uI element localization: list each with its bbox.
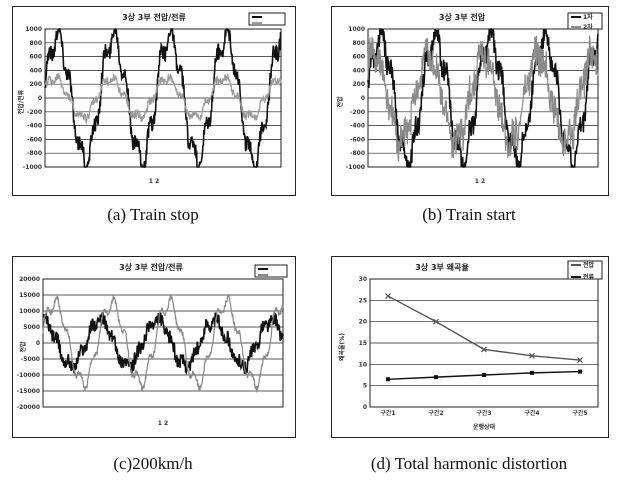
chart-c-series-1 [42, 294, 284, 394]
chart-c-ytick: -5000 [21, 356, 40, 363]
chart-a-ytick: -1000 [23, 164, 42, 171]
chart-c-ytick: -20000 [17, 404, 40, 411]
chart-c-title: 3상 3부 전압/전류 [119, 262, 183, 272]
caption-d: (d) Total harmonic distortion [370, 454, 568, 473]
chart-d-ytick: 5 [363, 383, 367, 390]
chart-a-ytick: -200 [27, 109, 42, 116]
chart-panel-b: 3상 3부 전압 1000 800 600 400 200 0 -200 -400 -600 -80… [331, 6, 609, 196]
chart-a-series-0 [44, 28, 282, 169]
chart-a-ytick: 800 [29, 40, 42, 47]
chart-c-ytick: 15000 [19, 292, 40, 299]
chart-b-legend-label: 1차 [583, 13, 593, 21]
chart-b-ytick: 400 [352, 67, 365, 74]
chart-panel-a: 3상 3부 전압/전류 1000 800 600 400 200 0 -200 -400 -600… [12, 6, 296, 196]
chart-a-ytick: 0 [38, 95, 42, 102]
chart-c-ytick: 0 [36, 340, 40, 347]
chart-d-ytick: 0 [363, 404, 367, 411]
chart-b-ylabel: 전압 [336, 96, 344, 108]
chart-d-xtick: 구간3 [476, 409, 491, 417]
chart-b-ytick: 1000 [348, 26, 365, 33]
chart-b-ytick: 800 [352, 40, 365, 47]
chart-a-ytick: -400 [27, 123, 42, 130]
chart-panel-c: 3상 3부 전압/전류 20000 15000 10000 5000 0 -5000 -100… [12, 256, 296, 438]
chart-d-point [578, 369, 582, 374]
chart-d-legend-label: 전류 [583, 273, 595, 281]
chart-b-ytick: -600 [350, 136, 365, 143]
caption-b: (b) Train start [422, 205, 516, 224]
chart-c-series-0 [42, 311, 284, 375]
chart-d-xtick: 구간1 [380, 409, 395, 417]
caption-c: (c)200km/h [113, 454, 193, 473]
chart-b-ytick: 200 [352, 81, 365, 88]
chart-d-ylabel: 왜곡율(%) [338, 333, 346, 361]
chart-b-title: 3상 3부 전압 [439, 12, 486, 22]
chart-d-ytick: 25 [359, 297, 367, 304]
chart-a-ytick: -600 [27, 136, 42, 143]
chart-d-title: 3상 3부 왜곡율 [415, 262, 469, 272]
chart-d-point [434, 375, 438, 380]
chart-d-legend-label: 전압 [583, 261, 595, 269]
chart-d-point [529, 352, 535, 359]
chart-b-series-1 [367, 35, 599, 162]
chart-d-xtick: 구간4 [524, 409, 539, 417]
chart-d-point [386, 377, 390, 382]
caption-a: (a) Train stop [107, 205, 199, 224]
chart-b-ytick: 600 [352, 54, 365, 61]
chart-a-ytick: 400 [29, 67, 42, 74]
chart-b-svg: 3상 3부 전압 1000 800 600 400 200 0 -200 -400 -600 -80… [336, 12, 603, 185]
chart-c-ytick: 20000 [19, 276, 40, 283]
chart-b-ytick: -400 [350, 123, 365, 130]
chart-b-legend-label: 2차 [583, 23, 593, 31]
chart-c-ytick: 10000 [19, 308, 40, 315]
chart-d-point [577, 357, 583, 363]
chart-c-ylabel: 전압 [19, 341, 27, 353]
chart-d-point [530, 370, 534, 375]
chart-a-svg: 3상 3부 전압/전류 1000 800 600 400 200 0 -200 -400 -600… [17, 12, 286, 185]
chart-c-ytick: -10000 [17, 372, 40, 379]
chart-d-point [482, 373, 486, 377]
chart-d-ytick: 10 [359, 361, 367, 368]
chart-c-svg: 3상 3부 전압/전류 20000 15000 10000 5000 0 -5000 -100… [17, 262, 288, 427]
chart-d-point [481, 346, 487, 353]
chart-a-title: 3상 3부 전압/전류 [122, 12, 186, 22]
chart-d-ytick: 15 [359, 340, 367, 347]
chart-a-xlabel: 1 2 [149, 178, 159, 185]
chart-d-point [385, 293, 391, 299]
chart-c-xlabel: 1 2 [158, 420, 168, 427]
chart-b-ytick: 0 [361, 95, 365, 102]
chart-d-ytick: 20 [359, 319, 367, 326]
chart-c-ytick: 5000 [23, 324, 40, 331]
chart-b-xlabel: 1 2 [475, 178, 485, 185]
chart-c-ytick: -15000 [17, 388, 40, 395]
chart-b-ytick: -800 [350, 150, 365, 157]
chart-a-ytick: 200 [29, 81, 42, 88]
chart-a-ytick: -800 [27, 150, 42, 157]
chart-d-xtick: 구간2 [428, 409, 443, 417]
chart-d-xlabel: 운행상태 [473, 423, 496, 431]
chart-b-ytick: -200 [350, 109, 365, 116]
chart-d-point [433, 318, 439, 325]
chart-b-ytick: -1000 [346, 164, 365, 171]
chart-d-ytick: 30 [359, 276, 367, 283]
chart-d-xtick: 구간5 [572, 409, 587, 417]
chart-a-ytick: 600 [29, 54, 42, 61]
chart-a-ylabel: 전압/전류 [17, 89, 25, 114]
chart-a-series-1 [44, 72, 282, 125]
chart-a-ytick: 1000 [25, 26, 42, 33]
